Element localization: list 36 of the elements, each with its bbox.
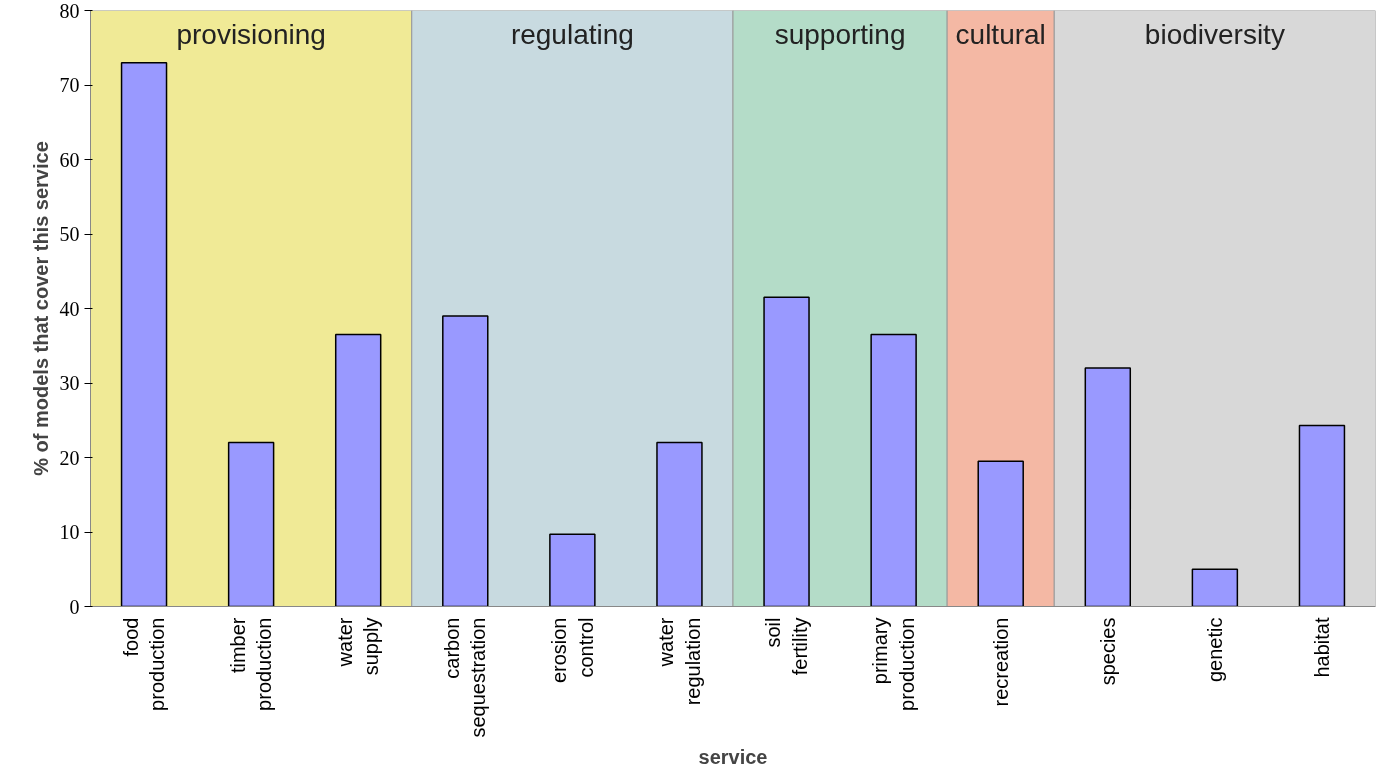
- band-label: cultural: [955, 19, 1046, 51]
- bar: [442, 315, 489, 607]
- x-tick-label: erosion control: [548, 617, 597, 684]
- y-tick-label: 0: [69, 595, 80, 618]
- y-tick-label: 20: [59, 446, 80, 469]
- y-tick-label: 50: [59, 223, 80, 245]
- y-tick-label: 60: [59, 148, 80, 171]
- bar: [763, 296, 810, 607]
- y-tick-label: 30: [59, 372, 80, 394]
- x-tick-label: water supply: [334, 617, 383, 676]
- bar: [1084, 367, 1132, 607]
- x-tick-label: soil fertility: [762, 617, 811, 676]
- band-label: provisioning: [176, 19, 326, 51]
- x-tick-label: species: [1096, 617, 1119, 686]
- x-tick-label: food production: [119, 617, 169, 711]
- bar: [870, 333, 917, 607]
- x-tick-label: genetic: [1203, 617, 1226, 682]
- bar: [656, 441, 703, 607]
- y-tick-label: 40: [59, 297, 80, 320]
- y-tick-label: 70: [59, 74, 80, 96]
- bar: [227, 441, 275, 607]
- bar: [549, 533, 596, 607]
- x-tick-label: recreation: [989, 617, 1012, 707]
- bar: [120, 61, 168, 607]
- y-axis-title: % of models that cover this service: [29, 141, 52, 476]
- y-tick-label: 80: [59, 0, 80, 22]
- bar: [1191, 568, 1239, 607]
- bar: [977, 460, 1024, 607]
- band-label: biodiversity: [1144, 19, 1285, 51]
- y-tick-label: 10: [59, 521, 80, 543]
- x-axis-title: service: [698, 745, 768, 768]
- x-tick-label: habitat: [1310, 617, 1333, 678]
- bar: [334, 333, 382, 607]
- band-label: supporting: [774, 19, 906, 51]
- bar: [1298, 424, 1346, 607]
- band-label: regulating: [510, 19, 634, 51]
